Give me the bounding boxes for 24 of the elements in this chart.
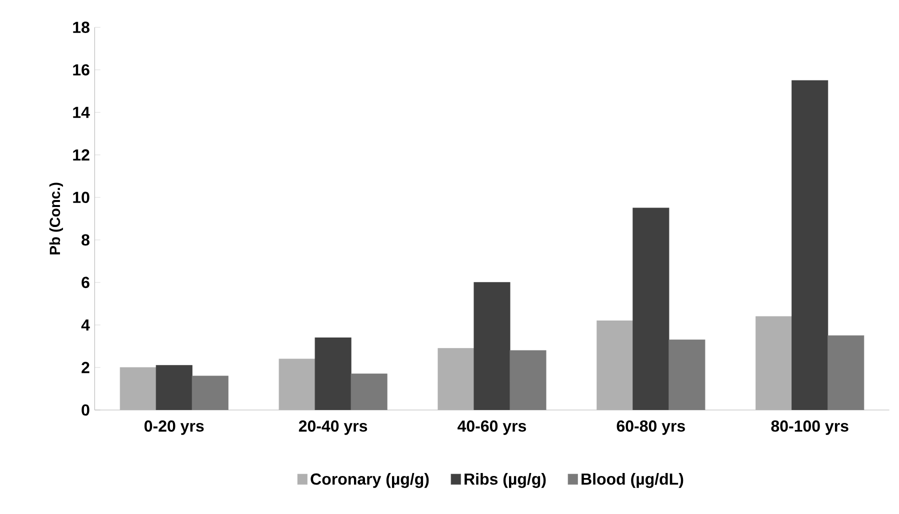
- y-tick-label: 10: [73, 192, 90, 204]
- y-tick-label: 4: [81, 319, 90, 330]
- x-tick-label: 40-60 yrs: [458, 420, 526, 435]
- bar: [192, 376, 228, 410]
- bar: [350, 374, 388, 410]
- x-tick-label: 60-80 yrs: [616, 420, 685, 435]
- y-tick-label: 6: [82, 276, 90, 288]
- y-tick-label: 0: [82, 404, 90, 416]
- legend-label: Coronary (µg/g): [310, 473, 429, 488]
- x-tick-label: 80-100 yrs: [771, 420, 848, 435]
- y-tick-label: 12: [73, 149, 90, 160]
- y-tick-label: 14: [73, 106, 90, 118]
- x-tick-label: 20-40 yrs: [298, 420, 368, 435]
- bar: [668, 340, 706, 410]
- y-tick-label: 18: [73, 22, 90, 33]
- bar: [828, 335, 864, 410]
- legend-label: Ribs (µg/g): [464, 473, 546, 488]
- y-axis-title: Pb (Conc.): [49, 182, 63, 254]
- bar: [510, 350, 546, 410]
- y-tick-label: 2: [82, 362, 90, 374]
- x-tick-label: 0-20 yrs: [144, 420, 204, 435]
- legend-label: Blood (µg/dL): [582, 473, 684, 488]
- y-tick-label: 16: [73, 64, 90, 76]
- y-tick-label: 8: [82, 234, 90, 246]
